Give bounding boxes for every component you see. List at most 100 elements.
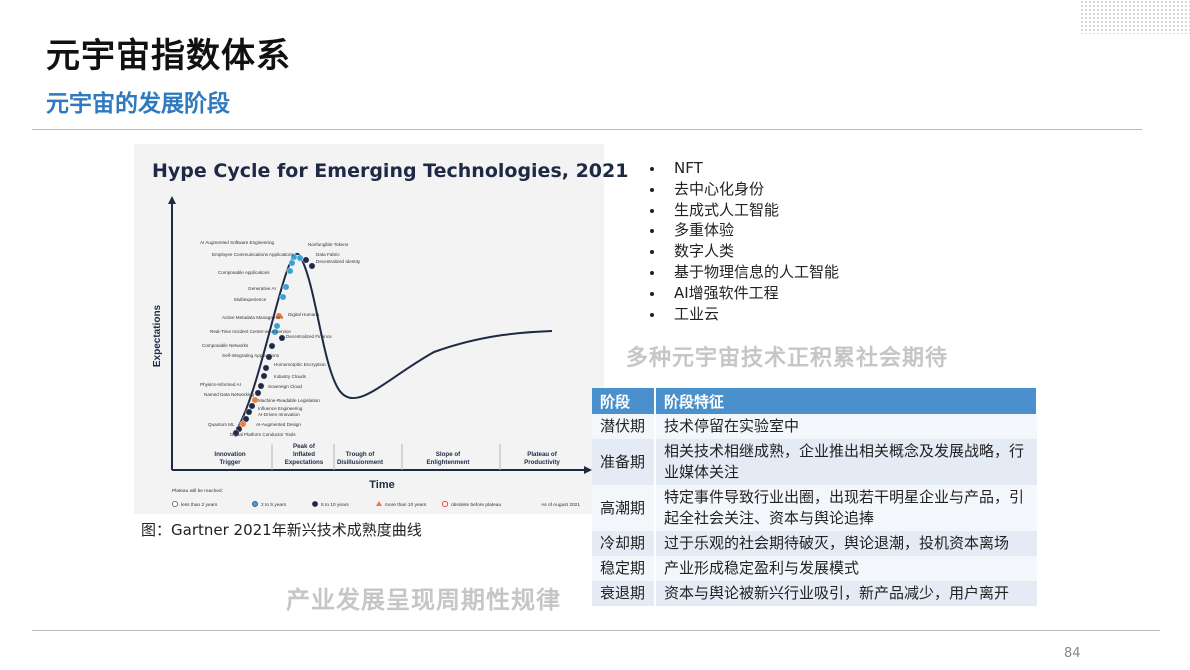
technology-point [282,283,290,291]
phase-label: Disillusionment [337,459,383,466]
technology-point [278,334,286,342]
stage-cell: 冷却期 [592,531,656,556]
phase-label: Expectations [285,459,324,466]
corner-dot-pattern [1080,0,1190,34]
page-title: 元宇宙指数体系 [46,36,291,76]
technology-point [279,293,287,301]
technology-label: Generative AI [248,286,276,291]
page-number: 84 [1064,646,1081,661]
page-subtitle: 元宇宙的发展阶段 [46,91,230,117]
bottom-divider [32,630,1160,631]
hype-cycle-curve [233,252,553,435]
technology-label: Decentralized Finance [286,334,332,339]
technology-label: Composable Applications [218,270,270,275]
legend-marker [252,501,258,507]
x-axis-arrow [584,466,592,474]
legend-marker [172,501,178,507]
table-row: 衰退期 资本与舆论被新兴行业吸引，新产品减少，用户离开 [592,581,1037,606]
technology-point [271,328,279,336]
phase-label: Enlightenment [427,459,470,466]
phase-label: Plateau of [527,451,558,458]
technology-point [296,254,304,262]
bullet-item: NFT [648,158,839,179]
bullet-item: 工业云 [648,304,839,325]
hype-cycle-figure: AI Augmented Software Engineering Nonfung… [134,144,628,514]
hype-cycle-chart: AI Augmented Software Engineering Nonfung… [152,196,592,508]
technology-label: Named Data Networking [204,392,254,397]
table-row: 稳定期 产业形成稳定盈利与发展模式 [592,556,1037,581]
technology-label: Multiexperience [234,297,267,302]
bullet-item: 去中心化身份 [648,179,839,200]
technology-point [245,408,253,416]
technology-point [288,259,296,267]
legend-marker [312,501,318,507]
top-divider [32,129,1142,130]
x-axis-label: Time [369,479,394,491]
feature-cell: 技术停留在实验室中 [655,414,1037,439]
figure-caption: 图：Gartner 2021年新兴技术成熟度曲线 [141,521,422,539]
phase-label: Slope of [436,451,461,458]
technology-label: AI-Driven Innovation [258,412,300,417]
technology-point [260,372,268,380]
technology-label: Employee Communications Applications [212,252,294,257]
table-row: 冷却期 过于乐观的社会期待破灭，舆论退潮，投机资本离场 [592,531,1037,556]
technology-label: Digital Humans [288,312,320,317]
feature-cell: 特定事件导致行业出圈，出现若干明星企业与产品，引起全社会关注、资本与舆论追捧 [655,485,1037,531]
technology-point [251,396,259,404]
technology-point [308,262,316,270]
legend-label: 5 to 10 years [321,502,349,508]
technology-label: Quantum ML [208,422,235,427]
figure-title: Hype Cycle for Emerging Technologies, 20… [152,160,629,182]
bullets-overlay-text: 多种元宇宙技术正积累社会期待 [626,346,949,371]
technology-point [254,389,262,397]
technology-point [248,402,256,410]
technology-label: Sovereign Cloud [268,384,302,389]
feature-cell: 相关技术相继成熟，企业推出相关概念及发展战略，行业媒体关注 [655,439,1037,485]
stage-cell: 潜伏期 [592,414,656,439]
technology-label: Homomorphic Encryption [274,362,326,367]
bullet-item: 数字人类 [648,241,839,262]
y-axis-arrow [168,196,176,204]
technology-point [302,256,310,264]
header-stage: 阶段 [592,388,656,414]
table-row: 高潮期 特定事件导致行业出圈，出现若干明星企业与产品，引起全社会关注、资本与舆论… [592,485,1037,531]
figure-overlay-text: 产业发展呈现周期性规律 [286,586,561,614]
technology-label: Industry Clouds [274,374,307,379]
technology-label: Decentralized Identity [316,259,361,264]
legend-marker [376,501,382,506]
technology-point [257,382,265,390]
technology-point [242,415,250,423]
legend-label: less than 2 years [181,502,218,508]
technology-point [265,353,273,361]
technology-label: Nonfungible Tokens [308,242,349,247]
technology-point [239,420,247,428]
phase-label: Innovation [214,451,245,458]
technology-label: Real-Time Incident Center-as-a-Service [210,329,291,334]
stage-table: 阶段 阶段特征 潜伏期 技术停留在实验室中 准备期 相关技术相继成熟，企业推出相… [592,388,1038,606]
technology-point [232,429,240,437]
phase-label: Trough of [346,451,375,458]
technology-label: AI Augmented Software Engineering [200,240,275,245]
stage-cell: 准备期 [592,439,656,485]
y-axis-label: Expectations [152,304,163,367]
technology-label: Self-Integrating Applications [222,353,280,358]
technology-point [275,312,283,320]
technology-label: Physics-Informed AI [200,382,241,387]
technology-label: AI-Augmented Design [256,422,301,427]
feature-cell: 资本与舆论被新兴行业吸引，新产品减少，用户离开 [655,581,1037,606]
phase-label: Peak of [293,443,316,450]
bullet-item: 生成式人工智能 [648,200,839,221]
bullet-item: 多重体验 [648,220,839,241]
technology-point [262,364,270,372]
date-note: As of August 2021 [541,502,580,508]
stage-cell: 稳定期 [592,556,656,581]
header-feature: 阶段特征 [655,388,1038,414]
phase-label: Trigger [220,459,242,466]
technology-label: Composable Networks [202,343,249,348]
technology-label: Data Fabric [316,252,340,257]
technology-label: Digital Platform Conductor Tools [230,432,296,437]
table-row: 准备期 相关技术相继成熟，企业推出相关概念及发展战略，行业媒体关注 [592,439,1037,485]
legend-label: obsolete before plateau [451,502,501,508]
technology-label: Active Metadata Management [222,315,284,320]
table-row: 潜伏期 技术停留在实验室中 [592,414,1037,439]
